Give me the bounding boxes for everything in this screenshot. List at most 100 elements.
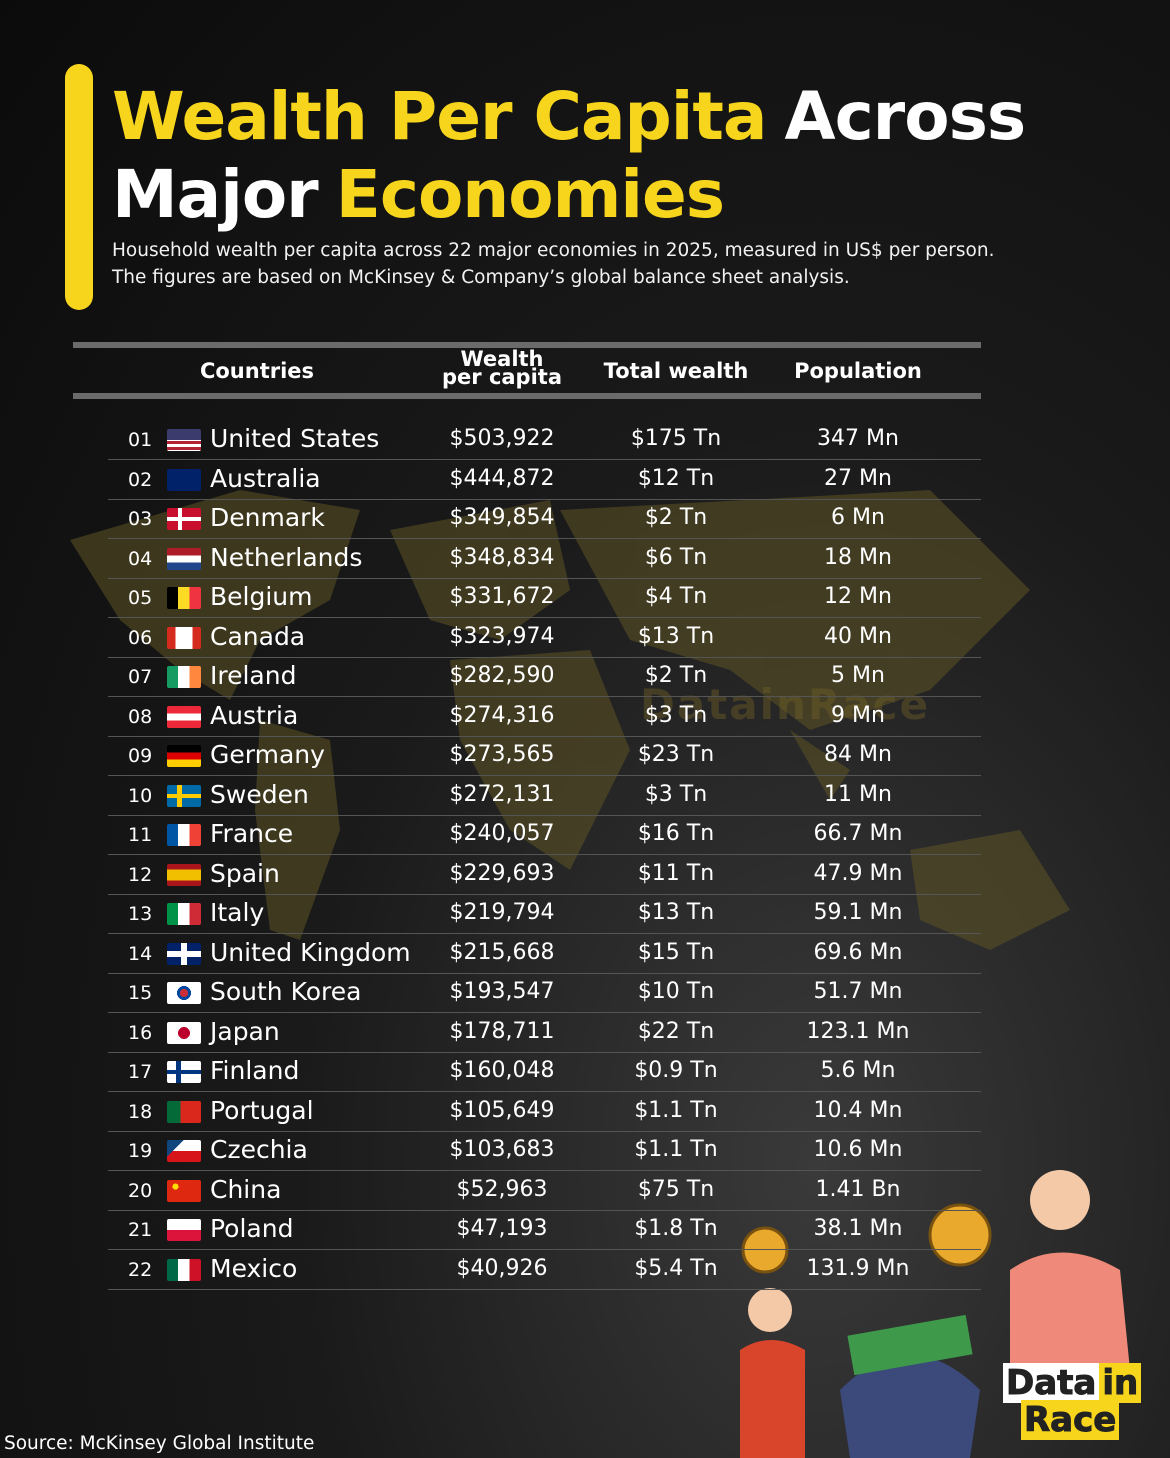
rank: 09: [128, 745, 153, 767]
row-divider: [108, 577, 981, 579]
rank: 15: [128, 982, 153, 1004]
cell: 51.7 Mn: [813, 979, 903, 1004]
rank: 19: [128, 1140, 153, 1162]
country-name: Mexico: [210, 1253, 298, 1283]
logo-text: Race: [1021, 1400, 1120, 1440]
cell: $272,131: [449, 781, 555, 807]
illustration: [740, 1170, 1130, 1458]
title-line: Major Economies: [112, 156, 1043, 234]
cell: 27 Mn: [824, 465, 892, 491]
cell: $12 Tn: [637, 465, 715, 491]
flag-icon: [167, 626, 201, 649]
country-name: China: [210, 1174, 282, 1204]
cell: 10.6 Mn: [813, 1137, 903, 1162]
flag-icon: [167, 508, 201, 530]
cell: $3 Tn: [644, 702, 708, 728]
cell: 40 Mn: [824, 623, 892, 649]
flag-icon: [167, 429, 201, 451]
row-divider: [108, 498, 981, 500]
country-name: Belgium: [210, 582, 313, 611]
country-name: Sweden: [210, 779, 309, 809]
row-divider: [108, 933, 981, 934]
row-divider: [108, 854, 981, 855]
cell: $3 Tn: [644, 781, 708, 807]
column-header: Population: [794, 359, 922, 383]
column-header: Wealth per capita: [442, 347, 563, 389]
rank: 13: [128, 903, 153, 925]
cell: 47.9 Mn: [813, 860, 903, 886]
rank: 20: [128, 1179, 153, 1202]
country-name: Netherlands: [210, 542, 363, 572]
title-word: Major: [112, 156, 319, 233]
country-name: Austria: [210, 700, 299, 730]
cell: $47,193: [456, 1216, 548, 1241]
cell: $23 Tn: [637, 742, 715, 767]
cell: $52,963: [456, 1176, 548, 1202]
cell: 347 Mn: [817, 426, 899, 451]
country-name: Canada: [210, 621, 306, 651]
country-name: Italy: [210, 898, 265, 927]
cell: 18 Mn: [824, 544, 892, 570]
cell: $175 Tn: [630, 426, 722, 451]
cell: $160,048: [449, 1058, 555, 1083]
rank: 03: [128, 508, 153, 530]
row-divider: [108, 775, 981, 776]
cell: 69.6 Mn: [813, 939, 903, 965]
flag-icon: [167, 1021, 201, 1044]
row-divider: [108, 1091, 981, 1092]
country-name: Japan: [210, 1016, 280, 1046]
cell: $13 Tn: [637, 623, 715, 649]
title-word: Across: [784, 78, 1026, 155]
cell: 11 Mn: [824, 781, 892, 807]
rank: 18: [128, 1100, 153, 1123]
cell: $15 Tn: [637, 939, 715, 965]
cell: $348,834: [449, 544, 555, 570]
cell: $274,316: [449, 702, 555, 728]
cell: $5.4 Tn: [634, 1255, 718, 1281]
cell: $0.9 Tn: [634, 1058, 718, 1083]
cell: $1.8 Tn: [634, 1216, 718, 1241]
flag-icon: [167, 824, 201, 846]
flag-icon: [167, 982, 201, 1004]
row-divider: [108, 1209, 981, 1211]
cell: $282,590: [449, 663, 555, 688]
rank: 02: [128, 468, 153, 491]
row-divider: [108, 696, 981, 697]
cell: $11 Tn: [637, 860, 715, 886]
flag-icon: [167, 468, 201, 491]
logo-text: Data: [1003, 1363, 1100, 1403]
flag-icon: [167, 745, 201, 767]
cell: 12 Mn: [824, 584, 892, 609]
cell: 59.1 Mn: [813, 900, 903, 925]
country-name: United States: [210, 424, 380, 453]
flag-icon: [167, 1219, 201, 1241]
cell: 123.1 Mn: [806, 1018, 910, 1044]
rank: 07: [128, 666, 153, 688]
row-divider: [108, 1012, 981, 1013]
rank: 10: [128, 784, 153, 807]
row-divider: [108, 1170, 981, 1171]
cell: 66.7 Mn: [813, 821, 903, 846]
title-line: Wealth Per Capita Across: [112, 78, 1043, 156]
cell: $6 Tn: [644, 544, 708, 570]
logo-text: in: [1099, 1363, 1142, 1403]
country-name: Ireland: [210, 661, 297, 690]
logo: Data in Race: [1003, 1363, 1142, 1440]
cell: $13 Tn: [637, 900, 715, 925]
cell: $4 Tn: [644, 584, 708, 609]
cell: $503,922: [449, 426, 555, 451]
cell: $349,854: [449, 505, 555, 530]
row-divider: [108, 538, 981, 539]
flag-icon: [167, 587, 201, 609]
rank: 17: [128, 1061, 153, 1083]
country-name: Finland: [210, 1056, 300, 1085]
title-word: Wealth Per Capita: [112, 78, 767, 155]
cell: $10 Tn: [637, 979, 715, 1004]
cell: $273,565: [449, 742, 555, 767]
row-divider: [108, 617, 981, 618]
row-divider: [108, 1249, 981, 1250]
rank: 22: [128, 1258, 153, 1281]
flag-icon: [167, 863, 201, 886]
flag-icon: [167, 705, 201, 728]
cell: $323,974: [449, 623, 555, 649]
